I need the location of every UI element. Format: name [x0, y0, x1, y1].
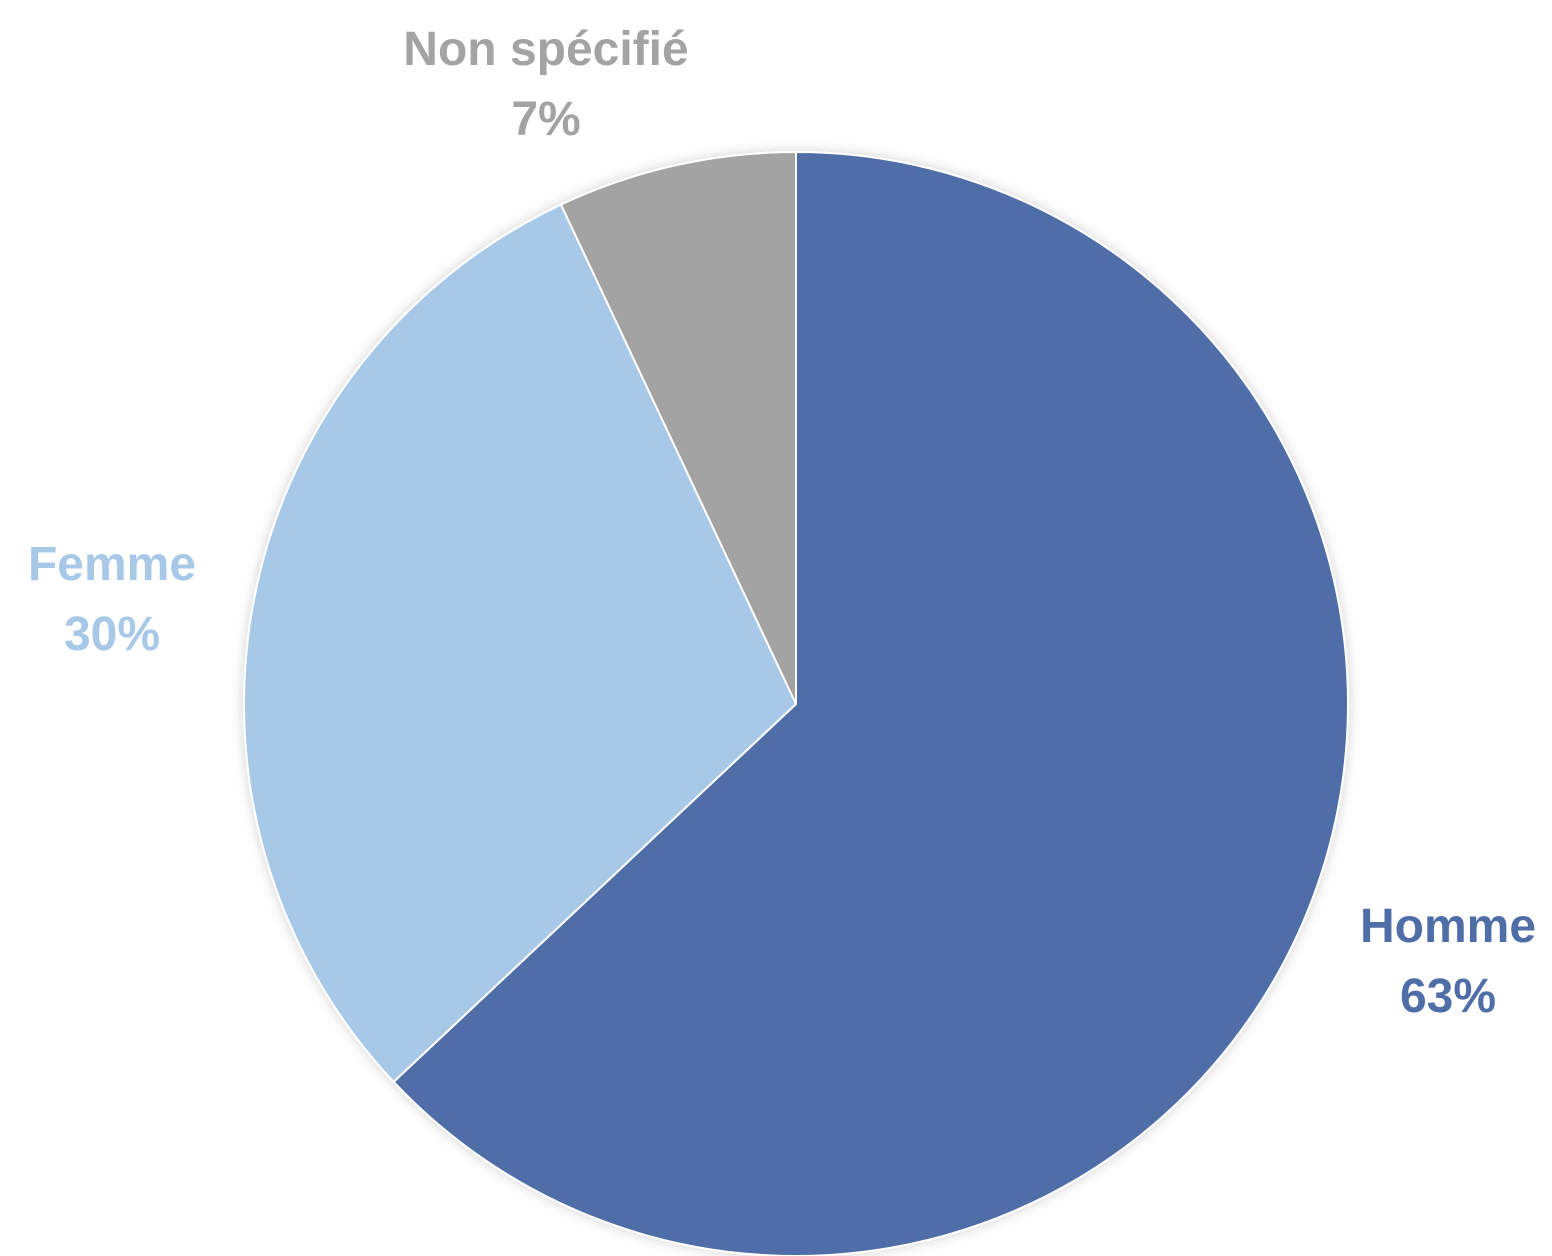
slice-value-non-specifie: 7%	[511, 93, 581, 146]
slice-name-femme: Femme	[27, 538, 197, 591]
slice-label-femme: Femme 30%	[28, 530, 196, 670]
slice-name-homme: Homme	[1359, 900, 1537, 953]
slice-femme	[243, 203, 797, 1083]
slice-homme	[392, 151, 1349, 1256]
slice-name-non-specifie: Non spécifié	[403, 23, 689, 76]
pie-slices	[243, 151, 1349, 1256]
slice-value-homme: 63%	[1399, 970, 1497, 1023]
slice-value-femme: 30%	[63, 608, 161, 661]
slice-label-non-specifie: Non spécifié 7%	[403, 15, 688, 155]
slice-non-specifie	[559, 151, 797, 705]
slice-label-homme: Homme 63%	[1360, 892, 1536, 1032]
